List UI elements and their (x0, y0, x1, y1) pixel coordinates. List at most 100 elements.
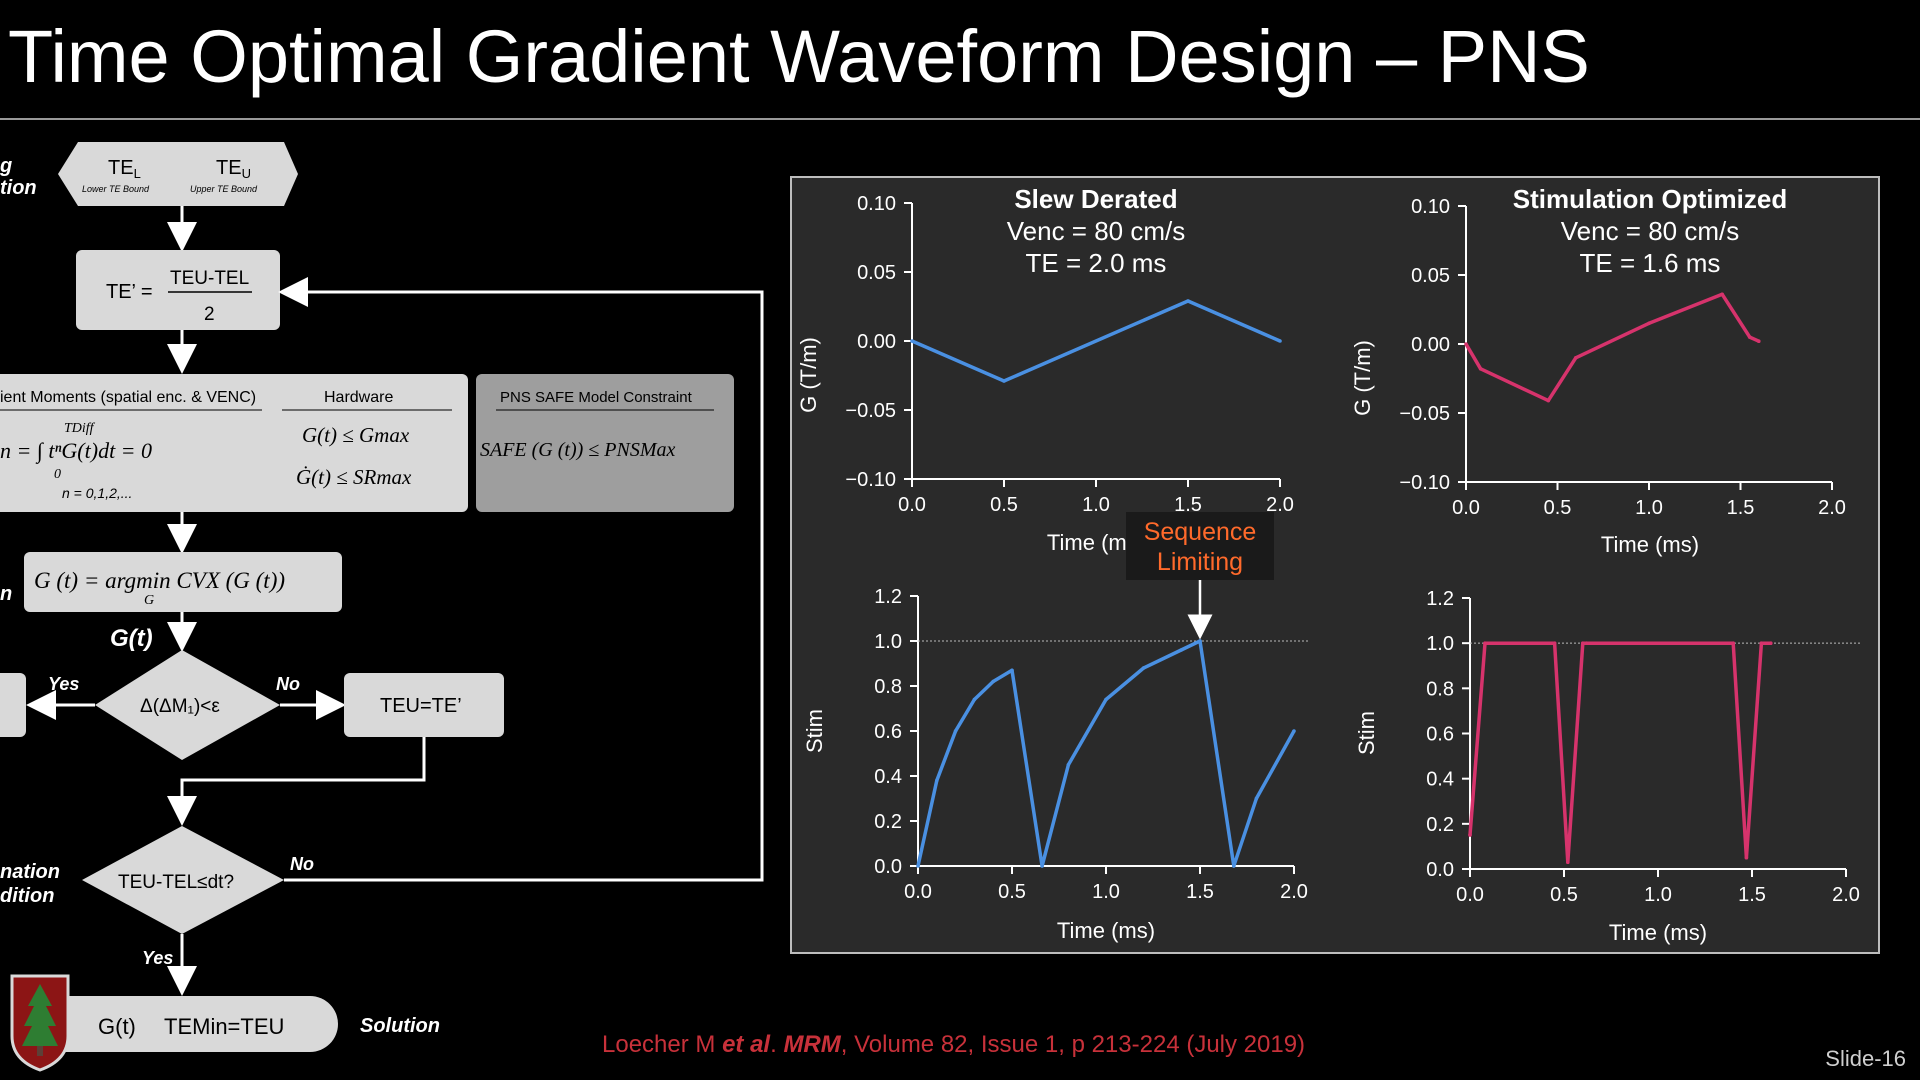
citation: Loecher M et al. MRM, Volume 82, Issue 1… (602, 1031, 1305, 1059)
x-axis-label: Time (ms) (1601, 532, 1699, 557)
te-upper-label: TEU (216, 157, 251, 181)
te-upper-desc: Upper TE Bound (190, 184, 258, 194)
solution-node (46, 996, 338, 1052)
y-tick-label: 0.10 (1411, 196, 1450, 218)
data-point (1278, 339, 1282, 343)
update-upper-text: TEU=TE’ (380, 695, 462, 717)
y-tick-label: −0.10 (845, 469, 896, 491)
y-tick-label: 0.0 (874, 856, 902, 878)
title-divider (0, 118, 1920, 120)
x-tick-label: 0.5 (1544, 497, 1572, 519)
te-lower-desc: Lower TE Bound (82, 184, 150, 194)
data-point (1647, 321, 1651, 326)
data-point (910, 339, 914, 343)
y-tick-label: −0.10 (1399, 472, 1450, 494)
y-tick-label: 0.2 (1426, 814, 1454, 836)
data-point (1179, 648, 1183, 652)
moments-n-range: n = 0,1,2,... (62, 485, 132, 501)
chart-slew-derated-stim: 0.0 0.5 1.0 1.5 2.0 1.2 1.0 0.8 0.6 0.4 0.2 0.0 Time… (802, 586, 1308, 943)
data-point (1104, 697, 1108, 702)
y-tick-label: 1.0 (1426, 633, 1454, 655)
arrow-loop-back (278, 277, 764, 882)
y-tick-label: 0.00 (1411, 334, 1450, 356)
x-tick-label: 2.0 (1266, 494, 1294, 516)
data-point (1747, 335, 1752, 339)
data-point (1552, 641, 1557, 645)
convergence-decision (95, 650, 280, 760)
data-point (1254, 796, 1259, 801)
x-tick-label: 1.5 (1738, 884, 1766, 906)
chart-stimulation-optimized-stim: 0.0 0.5 1.0 1.5 2.0 1.2 1.0 0.8 0.6 0.4 0.2 0.0 Time… (1354, 588, 1860, 945)
series-line (1468, 641, 1771, 864)
moments-lower-limit: 0 (54, 467, 61, 482)
x-tick-label: 1.5 (1186, 881, 1214, 903)
citation-dot: . (770, 1031, 784, 1058)
flowchart: g tion n nation dition TEL Lower TE Boun… (0, 142, 764, 1072)
y-tick-label: 1.2 (874, 586, 902, 608)
plots-panel (790, 176, 1880, 954)
y-tick-label: 1.2 (1426, 588, 1454, 610)
termination-decision (82, 826, 284, 934)
y-tick-label: 0.8 (1426, 678, 1454, 700)
citation-authors: Loecher M (602, 1031, 723, 1058)
midpoint-denominator: 2 (204, 304, 215, 325)
midpoint-numerator: TEU-TEL (170, 268, 249, 289)
slide-number: Slide-16 (1825, 1046, 1906, 1071)
data-point (1232, 864, 1236, 868)
y-tick-label: 0.6 (1426, 724, 1454, 746)
y-tick-label: 0.6 (874, 721, 902, 743)
side-label-3: n (0, 583, 12, 605)
y-tick-label: 0.8 (874, 676, 902, 698)
y-axis-label: G (T/m) (796, 337, 821, 413)
citation-journal: MRM (783, 1031, 841, 1058)
convergence-text: Δ(ΔM₁)<ε (140, 696, 220, 717)
hardware-eq-slew: Ġ(t) ≤ SRmax (296, 465, 412, 489)
chart2-subtitle1: Venc = 80 cm/s (1561, 216, 1739, 246)
data-point (953, 729, 958, 733)
chart-stimulation-optimized-gradient: Stimulation Optimized Venc = 80 cm/s TE … (1350, 184, 1846, 557)
optimization-equation: G (t) = argmin CVX (G (t)) (34, 568, 285, 593)
x-tick-label: 2.0 (1280, 881, 1308, 903)
callout-box (1126, 512, 1274, 580)
chart1-subtitle1: Venc = 80 cm/s (1007, 216, 1185, 246)
x-axis-label: Time (ms) (1609, 920, 1707, 945)
y-tick-label: −0.05 (845, 400, 896, 422)
y-tick-label: 0.05 (857, 262, 896, 284)
x-tick-label: 2.0 (1832, 884, 1860, 906)
data-point (1002, 379, 1006, 383)
data-point (1769, 641, 1773, 645)
series-line (916, 639, 1296, 868)
x-tick-label: 0.5 (998, 881, 1026, 903)
midpoint-lhs: TE’ = (106, 281, 153, 303)
stanford-logo (10, 974, 70, 1072)
gt-label: G(t) (110, 625, 153, 652)
arrow-update-to-decision2 (167, 737, 426, 826)
y-tick-label: 0.00 (857, 331, 896, 353)
hardware-eq-gradient: G(t) ≤ Gmax (302, 423, 410, 447)
x-tick-label: 0.0 (898, 494, 926, 516)
data-point (1141, 666, 1146, 670)
y-tick-label: 0.10 (857, 193, 896, 215)
data-point (1483, 641, 1487, 645)
hardware-header: Hardware (324, 389, 393, 406)
decision1-no: No (276, 674, 300, 694)
data-point (991, 679, 995, 684)
chart1-title: Slew Derated (1014, 184, 1177, 214)
y-tick-label: 0.4 (1426, 769, 1454, 791)
data-point (1757, 339, 1761, 344)
y-tick-label: −0.05 (1399, 403, 1450, 425)
data-point (1566, 860, 1570, 864)
y-axis-label: G (T/m) (1350, 340, 1375, 416)
data-point (1546, 398, 1551, 403)
x-tick-label: 0.5 (990, 494, 1018, 516)
x-tick-label: 0.5 (1550, 884, 1578, 906)
midpoint-node (76, 250, 280, 330)
x-tick-label: 1.5 (1174, 494, 1202, 516)
side-label-1: g (0, 155, 12, 177)
pns-equation: SAFE (G (t)) ≤ PNSMax (480, 439, 675, 461)
x-tick-label: 0.0 (904, 881, 932, 903)
termination-text: TEU-TEL≤dt? (118, 872, 234, 893)
solution-gt: G(t) (98, 1014, 136, 1039)
data-point (1744, 855, 1749, 860)
series-line (911, 299, 1281, 383)
